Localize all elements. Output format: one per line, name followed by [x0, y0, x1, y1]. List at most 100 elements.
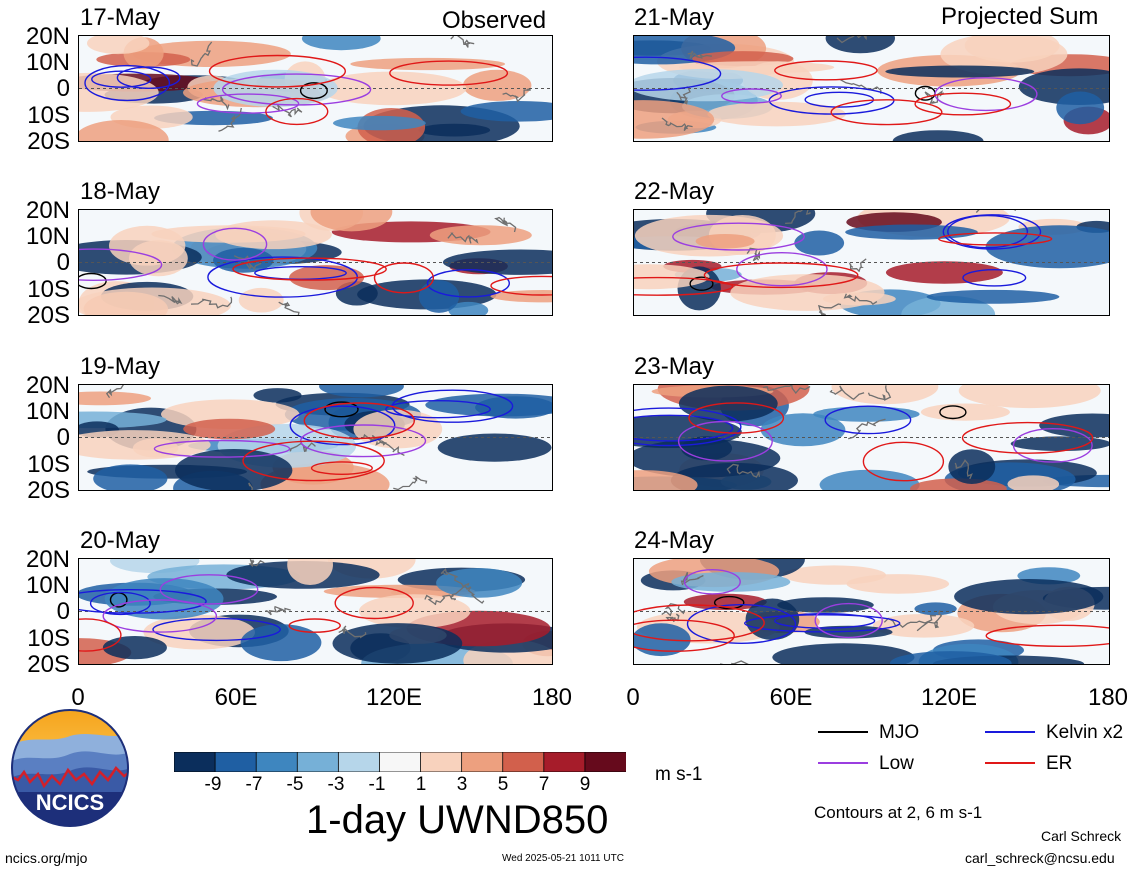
colorbar-tick-label: -3	[327, 774, 345, 795]
coastline	[393, 475, 428, 490]
contour-kelvin	[152, 617, 281, 642]
coastline	[916, 610, 943, 632]
contour-er	[862, 441, 945, 482]
coastline	[836, 36, 867, 44]
date-label-projected-2: 22-May	[634, 178, 715, 205]
contour-kelvin	[289, 405, 396, 446]
map-graphic	[634, 210, 1109, 315]
coastline	[289, 442, 316, 453]
coastline	[785, 210, 811, 225]
contour-kelvin	[743, 614, 901, 633]
colorbar-bin	[255, 751, 299, 773]
westerly-anomaly	[707, 101, 846, 127]
coastline	[676, 85, 691, 105]
logo-text: NCICS	[36, 790, 104, 815]
easterly-anomaly	[436, 568, 523, 598]
coastline	[105, 385, 124, 399]
contour-low	[159, 574, 259, 605]
contour-er	[373, 262, 434, 294]
coastline	[839, 78, 882, 94]
map-panel-projected-1	[633, 35, 1110, 142]
contour-er	[634, 619, 735, 652]
x-tick-label-right: 180	[1087, 684, 1129, 711]
contour-kelvin	[774, 613, 876, 629]
contour-kelvin	[385, 400, 491, 419]
coastline	[375, 439, 405, 456]
colorbar-tick-label: -5	[286, 774, 304, 795]
coastline	[763, 385, 811, 395]
contour-mjo	[939, 405, 967, 420]
coastline	[680, 571, 704, 586]
westerly-anomaly	[846, 574, 950, 594]
contour-low	[79, 248, 163, 281]
legend-label-low: Low	[879, 753, 914, 774]
westerly-anomaly	[79, 72, 159, 112]
coastline	[867, 385, 892, 401]
contour-kelvin	[947, 214, 1029, 249]
y-tick-label: 0	[56, 75, 70, 102]
map-graphic	[79, 385, 552, 490]
coastline	[661, 117, 693, 131]
map-panel-observed-1	[78, 35, 553, 142]
easterly-anomaly	[885, 65, 1035, 78]
coastline	[424, 594, 457, 606]
y-tick-label: 20N	[25, 372, 70, 399]
contour-low	[102, 599, 218, 633]
easterly-anomaly	[333, 115, 426, 131]
observed-title: Observed	[442, 7, 547, 34]
site-url[interactable]: ncics.org/mjo	[5, 850, 88, 866]
coastline	[265, 605, 291, 616]
easterly-anomaly	[777, 597, 874, 613]
easterly-anomaly	[804, 625, 893, 639]
colorbar-units: m s-1	[655, 764, 703, 785]
map-graphic	[634, 385, 1109, 490]
easterly-anomaly	[794, 230, 845, 256]
coastline	[746, 247, 761, 262]
westerly-anomaly	[634, 100, 715, 139]
colorbar-tick-label: -1	[368, 774, 386, 795]
legend-label-er: ER	[1046, 753, 1073, 774]
westerly-anomaly	[634, 470, 698, 490]
easterly-anomaly	[460, 101, 552, 122]
coastline	[450, 36, 475, 48]
colorbar-bin	[420, 751, 463, 773]
westerly-anomaly	[964, 36, 1060, 63]
y-tick-label: 0	[56, 424, 70, 451]
legend-label-kelvin: Kelvin x2	[1046, 722, 1124, 743]
colorbar-bin	[214, 751, 258, 773]
contour-kelvin	[254, 266, 347, 281]
contour-er	[938, 232, 1053, 246]
contour-er	[303, 402, 415, 440]
date-label-projected-3: 23-May	[634, 353, 715, 380]
contour-er	[688, 402, 785, 434]
y-tick-label: 10S	[27, 451, 70, 478]
westerly-anomaly	[730, 274, 885, 311]
easterly-anomaly	[1056, 91, 1105, 125]
y-tick-label: 0	[56, 249, 70, 276]
map-graphic	[634, 36, 1109, 141]
author-email[interactable]: carl_schreck@ncsu.edu	[965, 850, 1115, 866]
contour-kelvin	[962, 269, 1027, 287]
contour-mjo	[713, 595, 745, 610]
x-tick-label-left: 60E	[214, 684, 258, 711]
colorbar-bin	[543, 751, 586, 773]
easterly-anomaly	[301, 36, 381, 51]
westerly-anomaly	[358, 594, 471, 629]
x-tick-label-right: 0	[626, 684, 640, 711]
contour-er	[961, 421, 1094, 454]
contour-er	[389, 60, 509, 86]
westerly-anomaly	[350, 57, 506, 71]
contour-er	[310, 461, 373, 476]
coastline	[843, 293, 878, 306]
contour-low	[1012, 428, 1093, 463]
westerly-anomaly	[490, 290, 552, 303]
x-tick-label-left: 120E	[365, 684, 423, 711]
easterly-anomaly	[670, 462, 798, 490]
map-panel-observed-3	[78, 384, 553, 491]
contour-kelvin	[634, 56, 722, 91]
x-tick-label-right: 120E	[920, 684, 978, 711]
westerly-anomaly	[238, 287, 284, 313]
easterly-anomaly	[448, 301, 489, 315]
contour-mjo	[324, 401, 359, 418]
contour-kelvin	[426, 269, 511, 298]
